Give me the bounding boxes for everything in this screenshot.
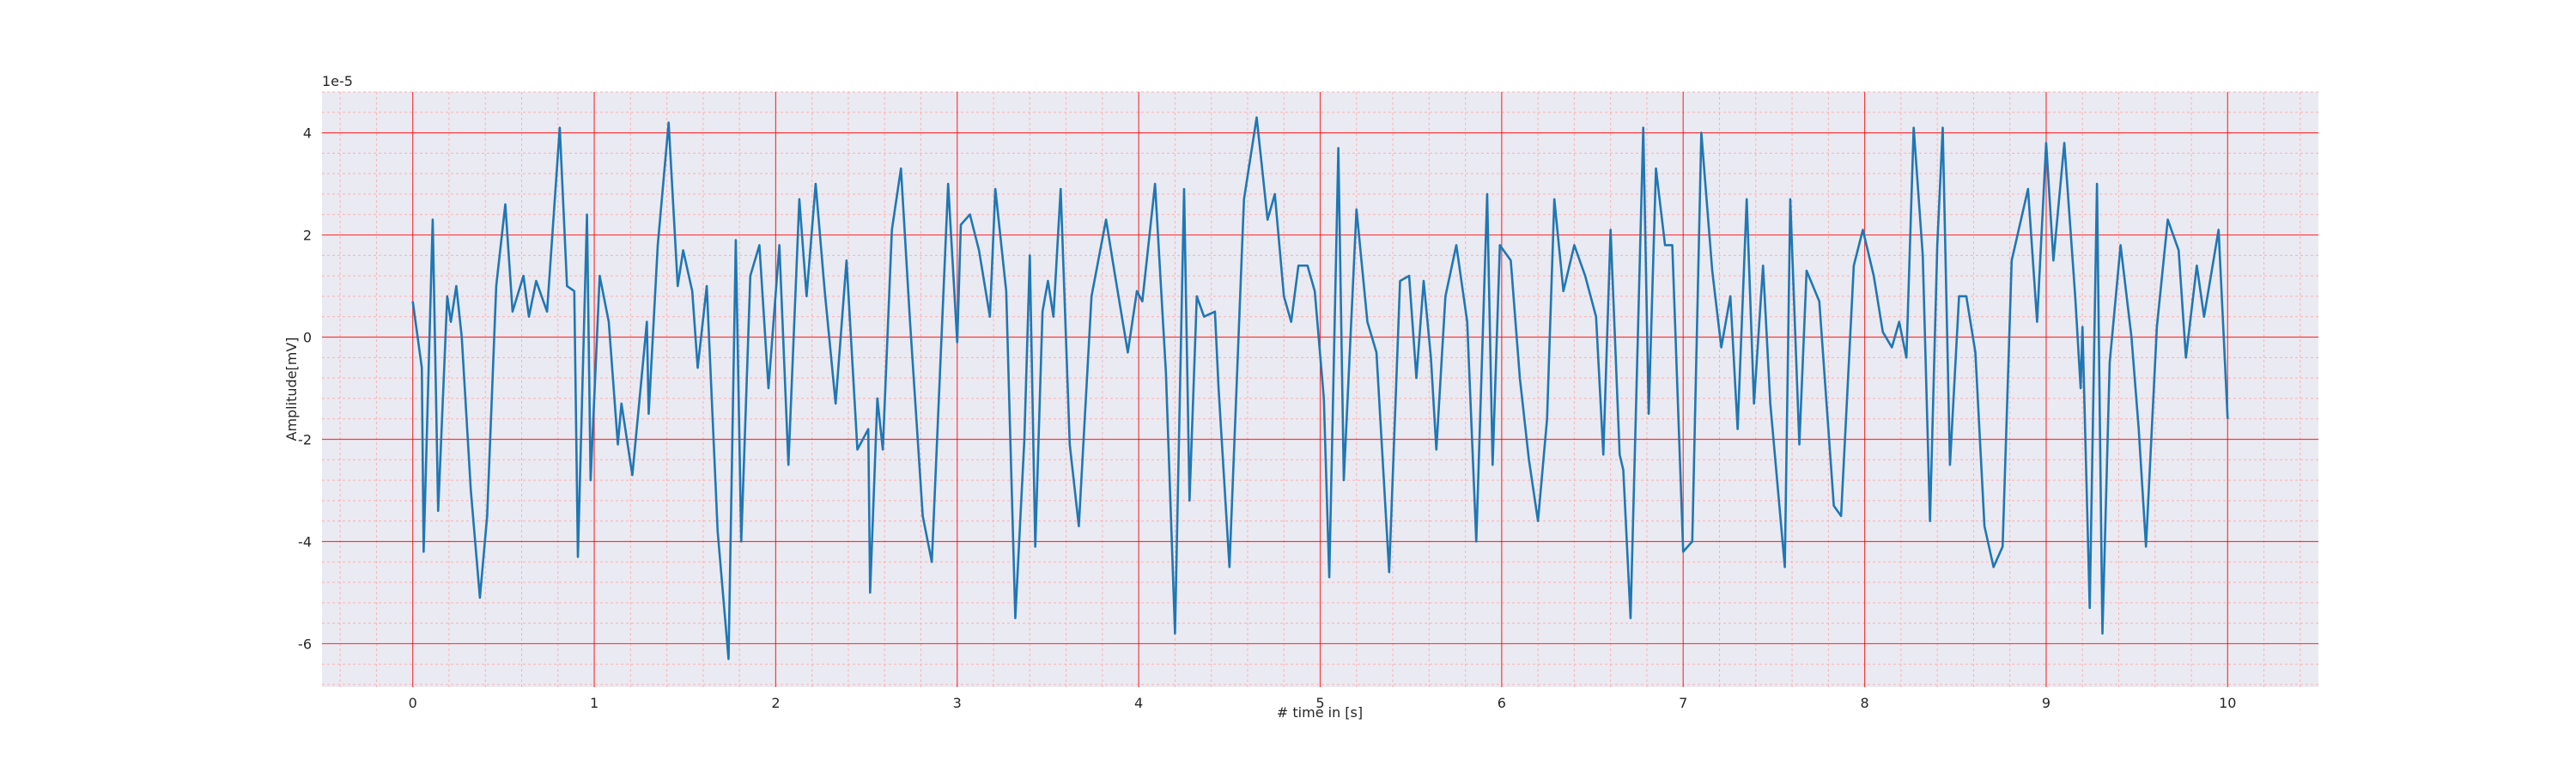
x-tick-label: 2	[771, 695, 780, 711]
x-tick-label: 0	[409, 695, 417, 711]
y-offset-label: 1e-5	[322, 73, 353, 89]
x-axis-label: # time in [s]	[1277, 704, 1363, 721]
y-tick-label: 2	[303, 228, 312, 244]
y-tick-label: 0	[303, 330, 312, 346]
x-tick-label: 10	[2219, 695, 2236, 711]
x-tick-label: 1	[590, 695, 598, 711]
x-tick-label: 7	[1679, 695, 1687, 711]
series	[411, 116, 2229, 660]
y-tick-label: 4	[303, 125, 312, 142]
y-tick-label: -2	[298, 431, 312, 447]
x-tick-label: 8	[1860, 695, 1868, 711]
labels: 0 1 2 3 4 5 6 7 8 9 10 -6 -4 -2 0 2 4	[298, 125, 2236, 711]
x-tick-label: 6	[1498, 695, 1506, 711]
signal-line	[411, 116, 2229, 660]
x-tick-label: 5	[1315, 695, 1324, 711]
major-grid	[322, 92, 2318, 687]
x-tick-label: 4	[1134, 695, 1143, 711]
x-tick-label: 9	[2042, 695, 2050, 711]
y-axis-label: Amplitude[mV]	[283, 337, 300, 441]
y-tick-label: -4	[298, 533, 312, 550]
x-tick-label: 3	[953, 695, 962, 711]
minor-grid	[322, 91, 2318, 687]
y-tick-label: -6	[298, 636, 312, 652]
